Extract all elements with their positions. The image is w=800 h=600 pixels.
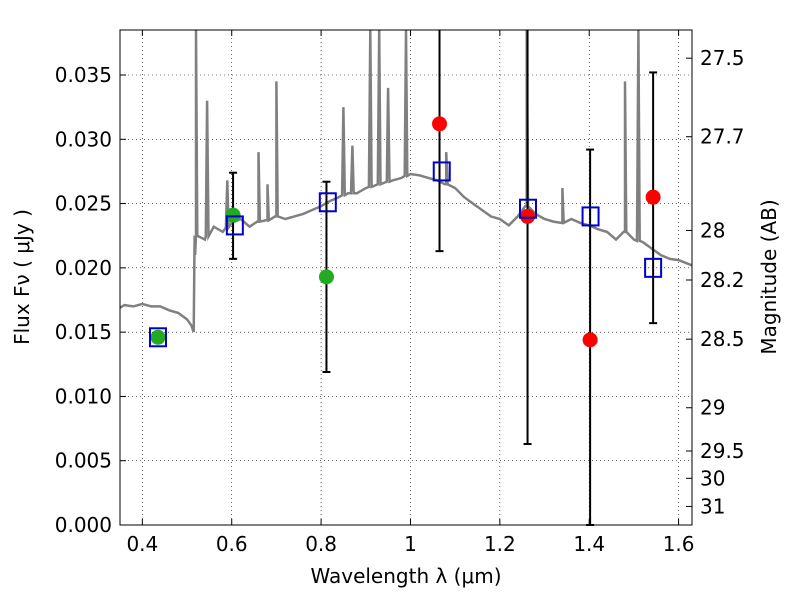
model-flux-box (518, 198, 537, 219)
y2-tick-label: 28 (700, 218, 725, 242)
spectrum-line (120, 30, 692, 333)
model-flux-box (225, 215, 244, 236)
model-flux-box (432, 161, 451, 182)
y2-axis-title: Magnitude (AB) (757, 199, 781, 354)
y-tick-label: 0.035 (55, 63, 112, 87)
y2-tick-label: 27.5 (700, 46, 745, 70)
x-tick-label: 0.4 (126, 532, 158, 556)
x-tick-label: 1 (404, 532, 417, 556)
y-tick-label: 0.030 (55, 127, 112, 151)
y-axis-title: Flux Fν ( μJy ) (10, 209, 34, 345)
y-tick-label: 0.025 (55, 192, 112, 216)
y-tick-label: 0.000 (55, 513, 112, 537)
non-detection-point (432, 116, 448, 132)
y2-tick-label: 30 (700, 466, 725, 490)
model-flux-box (581, 206, 600, 227)
y2-tick-label: 27.7 (700, 125, 745, 149)
y2-tick-label: 28.2 (700, 268, 745, 292)
x-tick-label: 1.4 (573, 532, 605, 556)
y2-tick-label: 29.5 (700, 439, 745, 463)
model-spectrum (120, 30, 692, 333)
y2-tick-label: 28.5 (700, 327, 745, 351)
x-tick-label: 0.8 (305, 532, 337, 556)
x-tick-label: 1.6 (663, 532, 695, 556)
non-detection-point (520, 208, 536, 224)
y2-tick-label: 31 (700, 494, 725, 518)
detection-point (225, 207, 241, 223)
y-tick-label: 0.015 (55, 320, 112, 344)
plot-frame (119, 29, 693, 526)
x-tick-label: 1.2 (484, 532, 516, 556)
detection-point (150, 329, 166, 345)
model-flux-box (148, 327, 167, 348)
error-bars (229, 30, 658, 526)
y-tick-label: 0.005 (55, 449, 112, 473)
non-detection-point (582, 332, 598, 348)
y-tick-label: 0.020 (55, 256, 112, 280)
model-flux-box (318, 192, 337, 213)
axis-ticks: 0.4 0.6 0.8 1 1.2 1.4 1.6 0.000 0.005 0.010 0.015 0… (55, 30, 745, 556)
x-tick-label: 0.6 (216, 532, 248, 556)
x-axis-title: Wavelength λ (μm) (310, 564, 501, 588)
model-flux-box (644, 257, 663, 278)
photometry-markers (148, 116, 663, 348)
non-detection-point (645, 189, 661, 205)
detection-point (318, 269, 334, 285)
y2-tick-label: 29 (700, 396, 725, 420)
y-tick-label: 0.010 (55, 384, 112, 408)
